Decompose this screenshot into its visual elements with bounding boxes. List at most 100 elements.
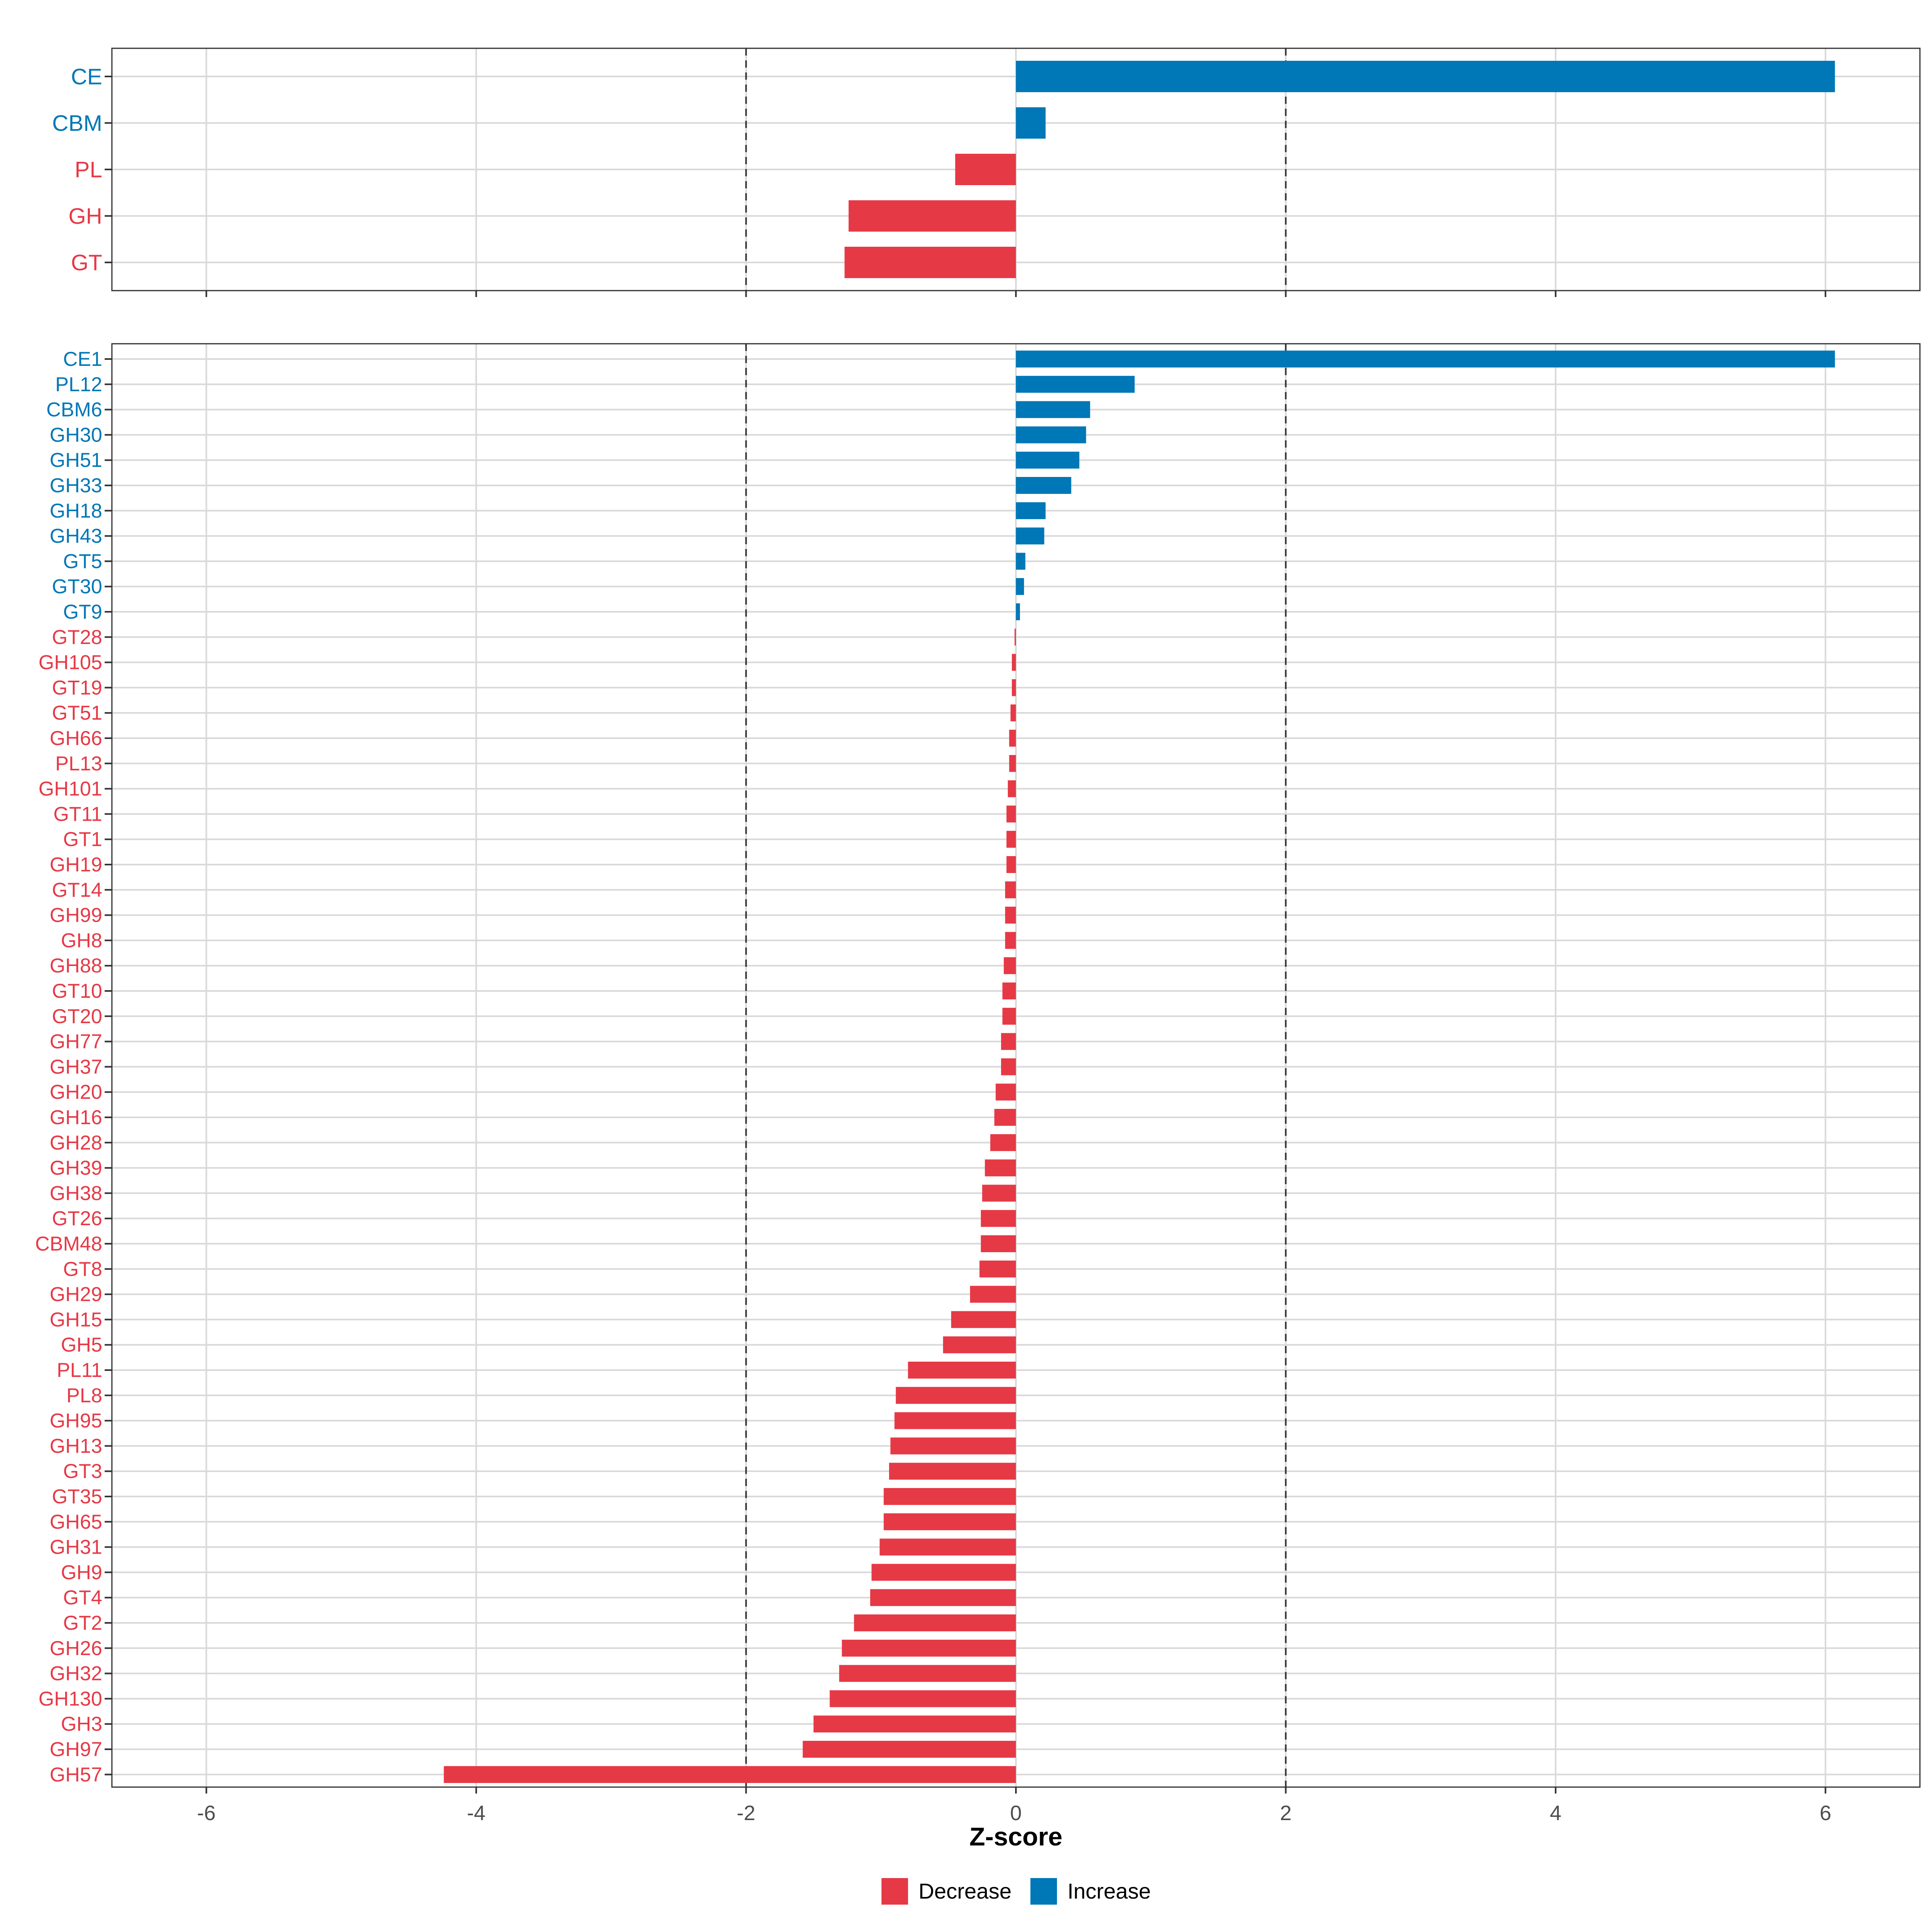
subfamily-label-GH5: GH5 [61, 1333, 102, 1356]
x-tick-label-4: 2 [1280, 1802, 1292, 1825]
subfamily-bar-GH30 [1016, 426, 1086, 444]
subfamily-bar-GH20 [995, 1084, 1016, 1101]
subfamily-bar-GH37 [1001, 1058, 1016, 1075]
legend-swatch-decrease [881, 1878, 908, 1905]
subfamily-label-GH18: GH18 [50, 500, 102, 522]
subfamily-label-GH19: GH19 [50, 853, 102, 876]
subfamily-label-GH9: GH9 [61, 1561, 102, 1583]
subfamily-bar-GH38 [982, 1185, 1016, 1202]
subfamily-bar-GT4 [870, 1589, 1016, 1606]
subfamily-label-GH130: GH130 [39, 1687, 102, 1710]
subfamily-bar-GT28 [1014, 628, 1016, 646]
legend: Decrease Increase [881, 1878, 1151, 1905]
x-tick-label-2: -2 [737, 1802, 755, 1825]
subfamily-bar-GH51 [1016, 452, 1080, 469]
subfamily-label-GH99: GH99 [50, 904, 102, 927]
x-tick-label-3: 0 [1010, 1802, 1022, 1825]
subfamily-label-GT14: GT14 [52, 879, 102, 901]
subfamily-label-GH95: GH95 [50, 1410, 102, 1432]
family-panel: CE CBM PL GH GT [52, 47, 1921, 297]
subfamily-label-CBM48: CBM48 [35, 1232, 102, 1255]
subfamily-bar-GH32 [839, 1665, 1016, 1682]
x-axis-title: Z-score [969, 1822, 1062, 1851]
subfamily-label-GH8: GH8 [61, 929, 102, 952]
subfamily-bar-CBM6 [1016, 401, 1090, 418]
subfamily-bar-GT30 [1016, 578, 1024, 595]
subfamily-bar-PL11 [908, 1362, 1016, 1379]
subfamily-label-PL8: PL8 [66, 1384, 102, 1407]
subfamily-label-GH97: GH97 [50, 1738, 102, 1761]
subfamily-label-GT10: GT10 [52, 980, 102, 1002]
subfamily-bar-PL12 [1016, 376, 1135, 393]
subfamily-bar-GT11 [1006, 805, 1016, 823]
subfamily-bar-CBM48 [980, 1235, 1016, 1252]
subfamily-bar-GH105 [1011, 654, 1016, 671]
subfamily-label-GH57: GH57 [50, 1763, 102, 1786]
subfamily-label-GH66: GH66 [50, 727, 102, 749]
subfamily-bar-GT1 [1006, 831, 1016, 848]
x-axis: -6 -4 -2 0 2 4 6 [197, 1802, 1831, 1825]
subfamily-bar-GH130 [830, 1690, 1016, 1707]
subfamily-label-GH101: GH101 [39, 778, 102, 800]
subfamily-bar-GH43 [1016, 527, 1044, 545]
subfamily-bar-GH97 [803, 1741, 1016, 1758]
subfamily-bar-GT10 [1002, 983, 1016, 999]
subfamily-label-GH28: GH28 [50, 1131, 102, 1154]
subfamily-label-GH32: GH32 [50, 1662, 102, 1685]
subfamily-label-GT1: GT1 [63, 828, 102, 850]
subfamily-label-GT28: GT28 [52, 626, 102, 648]
subfamily-label-GT35: GT35 [52, 1485, 102, 1508]
subfamily-label-CBM6: CBM6 [46, 398, 102, 421]
family-label-CE: CE [71, 64, 102, 89]
subfamily-label-GH26: GH26 [50, 1637, 102, 1660]
subfamily-label-GH30: GH30 [50, 423, 102, 446]
subfamily-label-GH43: GH43 [50, 525, 102, 547]
subfamily-label-GH16: GH16 [50, 1106, 102, 1129]
legend-swatch-increase [1030, 1878, 1057, 1905]
family-label-PL: PL [75, 157, 103, 182]
family-bar-CE [1016, 61, 1835, 92]
subfamily-bar-GH31 [879, 1538, 1016, 1556]
subfamily-bar-GH33 [1016, 477, 1071, 494]
subfamily-bar-GT5 [1016, 553, 1026, 570]
legend-label-increase: Increase [1067, 1879, 1151, 1903]
subfamily-bar-GH16 [994, 1109, 1016, 1126]
family-bar-CBM [1016, 107, 1046, 139]
family-bar-PL [955, 154, 1016, 185]
subfamily-bar-GH15 [951, 1311, 1016, 1328]
subfamily-bar-GH9 [871, 1564, 1016, 1581]
subfamily-bar-GT9 [1016, 603, 1020, 620]
subfamily-label-GH38: GH38 [50, 1182, 102, 1204]
subfamily-bar-GH88 [1003, 957, 1016, 974]
subfamily-bar-GH99 [1005, 906, 1016, 924]
subfamily-label-GH20: GH20 [50, 1081, 102, 1103]
subfamily-bar-GH57 [444, 1766, 1016, 1783]
subfamily-label-GH37: GH37 [50, 1055, 102, 1078]
subfamily-bar-GT20 [1002, 1007, 1016, 1025]
subfamily-label-GT8: GT8 [63, 1258, 102, 1280]
subfamily-bar-GT51 [1010, 704, 1016, 722]
subfamily-bar-GH19 [1006, 856, 1016, 873]
subfamily-bar-GH8 [1005, 932, 1016, 949]
subfamily-label-GH51: GH51 [50, 449, 102, 471]
subfamily-label-GH15: GH15 [50, 1308, 102, 1331]
family-label-GH: GH [68, 203, 102, 229]
subfamily-label-GH33: GH33 [50, 474, 102, 497]
subfamily-bar-GH39 [985, 1159, 1016, 1177]
subfamily-bar-GH13 [890, 1437, 1016, 1455]
subfamily-label-GT20: GT20 [52, 1005, 102, 1028]
subfamily-bar-GH3 [813, 1715, 1016, 1733]
family-label-GT: GT [71, 250, 102, 275]
family-bar-GH [848, 200, 1016, 232]
subfamily-label-GT19: GT19 [52, 676, 102, 699]
subfamily-bar-GH5 [943, 1336, 1016, 1354]
subfamily-label-GT26: GT26 [52, 1207, 102, 1230]
subfamily-bar-GT26 [980, 1210, 1016, 1227]
x-tick-label-6: 6 [1820, 1802, 1831, 1825]
subfamily-bar-PL13 [1009, 755, 1016, 772]
x-tick-label-1: -4 [467, 1802, 485, 1825]
subfamily-bar-GT35 [883, 1488, 1016, 1505]
subfamily-bar-GT8 [979, 1260, 1016, 1278]
